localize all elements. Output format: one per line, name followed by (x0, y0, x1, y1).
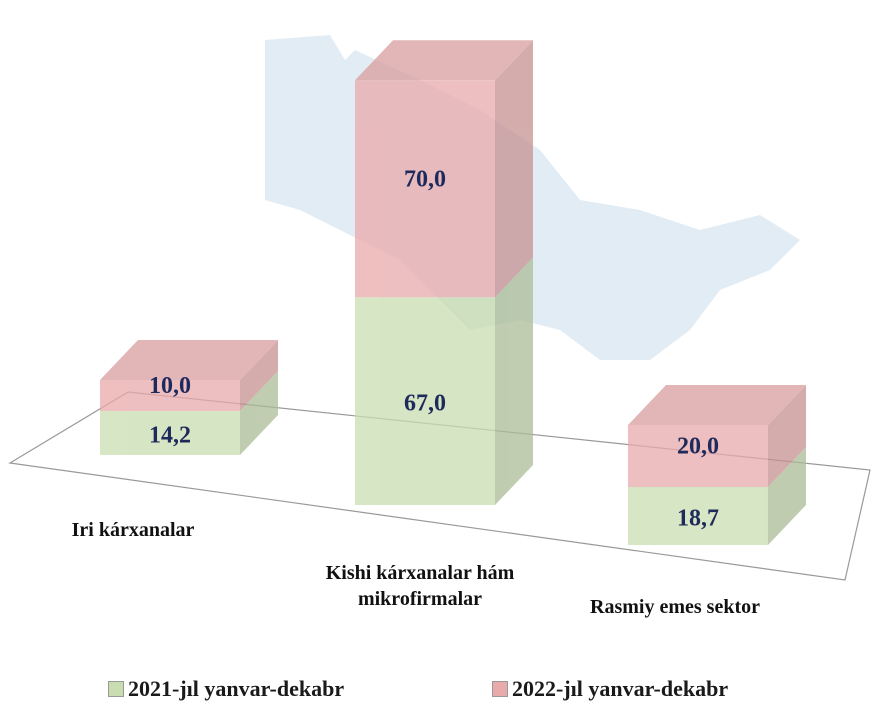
value-label: 20,0 (677, 434, 719, 460)
category-label: Kishi kárxanalar hám mikrofirmalar (325, 562, 515, 610)
bar-top (100, 339, 278, 380)
value-label: 10,0 (149, 373, 191, 399)
bar-side (240, 339, 278, 411)
bar-front (628, 425, 768, 488)
legend-label: 2022-jıl yanvar-dekabr (512, 676, 729, 701)
value-label: 18,7 (677, 506, 719, 532)
bar-side (768, 385, 806, 488)
legend-label: 2021-jıl yanvar-dekabr (128, 676, 345, 701)
legend-item: 2021-jıl yanvar-dekabr (108, 676, 344, 702)
floor (8, 391, 871, 581)
bar-side (495, 257, 533, 505)
category-label: Rasmiy emes sektor (590, 596, 760, 618)
bar-top (355, 40, 533, 81)
bar-segment (100, 339, 278, 411)
value-label: 14,2 (149, 422, 191, 448)
bar-front (355, 80, 495, 298)
legend-item: 2022-jıl yanvar-dekabr (492, 676, 728, 702)
value-label: 67,0 (404, 391, 446, 417)
bar-front (100, 379, 240, 411)
bar-front (100, 410, 240, 455)
legend-swatch (108, 681, 124, 697)
bar-front (355, 297, 495, 505)
bar-front (628, 487, 768, 545)
value-label: 70,0 (404, 166, 446, 192)
bar-segment (355, 257, 533, 505)
bar-side (768, 447, 806, 545)
bar-side (240, 370, 278, 455)
bars: 14,2 10,0 67,0 70,0 18,7 20,0 (100, 40, 806, 545)
bar-segment (628, 447, 806, 545)
legend-swatch (492, 681, 508, 697)
bar-side (495, 40, 533, 298)
bar-top (628, 385, 806, 426)
category-label: Iri kárxanalar (71, 519, 195, 541)
bar-segment (628, 385, 806, 488)
bar-segment (355, 40, 533, 298)
bar-segment (100, 370, 278, 455)
